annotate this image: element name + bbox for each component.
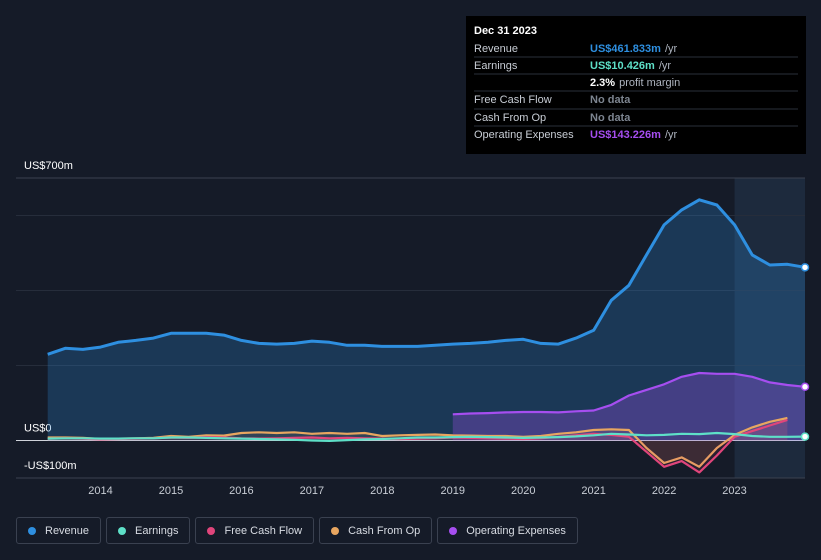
value: No data — [590, 112, 631, 124]
line — [47, 416, 788, 468]
legend-item[interactable]: Free Cash Flow — [195, 517, 315, 544]
suffix: /yr — [659, 60, 672, 72]
legend-item[interactable]: Earnings — [106, 517, 191, 544]
area — [452, 373, 805, 441]
line — [47, 198, 806, 356]
area — [47, 199, 805, 441]
tooltip-value: No data — [590, 112, 631, 124]
suffix: /yr — [665, 129, 678, 141]
x-tick-label: 2016 — [229, 485, 253, 497]
value: US$10.426m — [590, 60, 655, 72]
legend-label: Cash From Op — [348, 524, 421, 537]
legend-label: Operating Expenses — [466, 524, 566, 537]
tooltip-label: Operating Expenses — [474, 129, 574, 141]
tooltip-value: US$461.833m/yr — [590, 43, 678, 55]
tooltip-value: US$143.226m/yr — [590, 129, 678, 141]
legend-item[interactable]: Operating Expenses — [437, 517, 578, 544]
plot: US$700m US$0 -US$100m 2014 2015 2016 2017 2018 2… — [16, 160, 810, 497]
tooltip-label: Cash From Op — [474, 112, 546, 124]
tooltip-value: 2.3% profit margin — [590, 77, 680, 89]
legend-swatch — [118, 526, 127, 535]
y-tick-label: US$700m — [24, 160, 73, 172]
tooltip-value: No data — [590, 94, 631, 106]
legend-label: Earnings — [135, 524, 179, 537]
suffix: profit margin — [619, 77, 680, 89]
legend-swatch — [207, 526, 216, 535]
tooltip-value: US$10.426m/yr — [590, 60, 671, 72]
legend: Revenue Earnings Free Cash Flow Cash From O… — [16, 517, 578, 544]
value: 2.3% — [590, 77, 615, 89]
tooltip: Dec 31 2023 Revenue US$461.833m/yr Earning… — [474, 25, 798, 141]
y-tick-label: -US$100m — [24, 460, 77, 472]
end-dot — [800, 382, 810, 392]
x-tick-label: 2022 — [652, 485, 676, 497]
x-tick-label: 2015 — [159, 485, 183, 497]
legend-swatch — [28, 526, 36, 535]
x-tick-label: 2023 — [722, 485, 746, 497]
legend-item[interactable]: Revenue — [16, 517, 102, 544]
tooltip-date: Dec 31 2023 — [474, 25, 537, 37]
legend-swatch — [449, 526, 458, 535]
end-dot — [800, 263, 810, 272]
value: US$461.833m — [590, 43, 661, 55]
x-tick-label: 2020 — [511, 485, 535, 497]
legend-item[interactable]: Cash From Op — [319, 517, 433, 544]
y-tick-label: US$0 — [24, 422, 52, 434]
tooltip-label: Earnings — [474, 60, 518, 72]
x-tick-label: 2018 — [370, 485, 394, 497]
legend-swatch — [331, 526, 340, 535]
tooltip-label: Free Cash Flow — [474, 94, 552, 106]
x-tick-label: 2019 — [441, 485, 465, 497]
highlight — [734, 178, 805, 478]
legend-label: Revenue — [45, 524, 90, 537]
suffix: /yr — [665, 43, 678, 55]
value: No data — [590, 94, 631, 106]
chart: US$700m US$0 -US$100m 2014 2015 2016 2017 2018 2… — [16, 16, 810, 497]
x-tick-label: 2014 — [88, 485, 112, 497]
legend-label: Free Cash Flow — [224, 524, 303, 537]
tooltip-label: Revenue — [474, 43, 518, 55]
value: US$143.226m — [590, 129, 661, 141]
line — [47, 431, 806, 442]
line — [452, 371, 806, 416]
x-tick-label: 2017 — [300, 485, 324, 497]
x-tick-label: 2021 — [581, 485, 605, 497]
tooltip-box — [466, 16, 806, 154]
end-dot — [800, 432, 810, 441]
